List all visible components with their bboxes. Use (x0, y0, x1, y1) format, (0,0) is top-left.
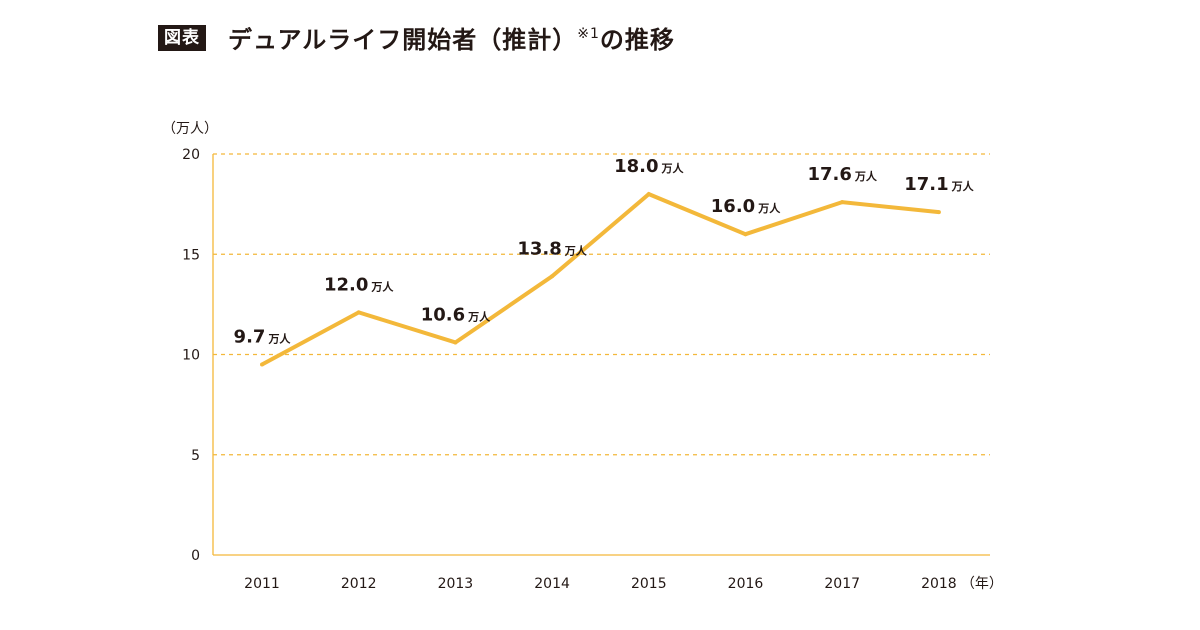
data-label: 10.6 万人 (421, 304, 491, 325)
data-label: 9.7 万人 (234, 327, 292, 348)
data-point (356, 310, 361, 315)
data-point (260, 362, 264, 367)
data-label: 18.0 万人 (614, 156, 684, 177)
x-tick-label: 2016 (728, 576, 764, 592)
chart-title: デュアルライフ開始者（推計）※1の推移 (228, 20, 675, 55)
x-axis-unit-label: （年） (961, 576, 1003, 592)
data-point (646, 192, 651, 197)
x-tick-label: 2011 (244, 576, 280, 592)
data-label: 16.0 万人 (711, 196, 781, 217)
data-point (743, 232, 748, 237)
x-tick-label: 2017 (824, 576, 860, 592)
x-tick-label: 2018 (921, 576, 957, 592)
y-tick-label: 20 (182, 147, 200, 163)
data-point (453, 340, 458, 345)
chart-title-main: デュアルライフ開始者（推計） (228, 26, 578, 54)
y-tick-label: 0 (191, 548, 200, 564)
chart-title-bar: 図表 デュアルライフ開始者（推計）※1の推移 (158, 20, 675, 55)
figure-badge: 図表 (158, 24, 206, 51)
x-tick-label: 2014 (534, 576, 570, 592)
x-tick-label: 2013 (438, 576, 474, 592)
x-tick-label: 2012 (341, 576, 377, 592)
x-tick-label: 2015 (631, 576, 667, 592)
y-tick-label: 5 (191, 448, 200, 464)
data-label: 17.1 万人 (904, 174, 974, 195)
data-point (936, 210, 941, 215)
data-label: 13.8 万人 (517, 238, 587, 259)
y-tick-label: 15 (182, 247, 200, 263)
data-point (840, 200, 845, 205)
data-label: 17.6 万人 (807, 164, 877, 185)
chart-title-note: ※1 (577, 26, 600, 42)
series-line (261, 191, 940, 367)
data-point (550, 274, 555, 279)
chart-title-tail: の推移 (599, 26, 675, 54)
data-label: 12.0 万人 (324, 274, 394, 295)
y-axis-unit-label: （万人） (162, 121, 218, 137)
y-tick-label: 10 (182, 348, 200, 364)
